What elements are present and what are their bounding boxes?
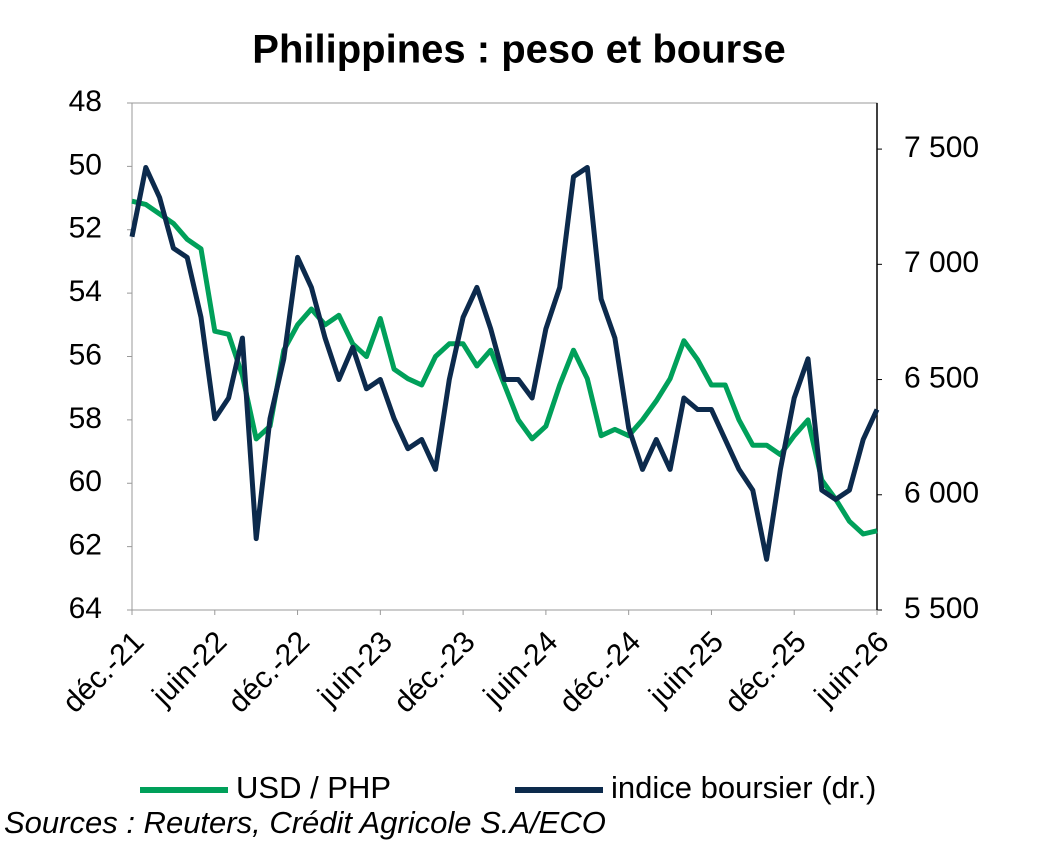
y-tick-label: 54 xyxy=(69,275,102,308)
x-tick-label: déc.-22 xyxy=(222,625,316,719)
x-tick-label: déc.-21 xyxy=(56,625,150,719)
y-tick-label: 60 xyxy=(69,465,102,498)
source: Sources : Reuters, Crédit Agricole S.A/E… xyxy=(4,805,606,840)
y-tick-label: 48 xyxy=(69,85,102,118)
y2-tick-label: 7 000 xyxy=(904,246,979,279)
x-tick-label: déc.-25 xyxy=(719,625,813,719)
y2-tick-label: 6 000 xyxy=(904,477,979,510)
x-tick-label: déc.-24 xyxy=(553,625,647,719)
y-tick-label: 52 xyxy=(69,212,102,245)
y2-tick-label: 5 500 xyxy=(904,592,979,625)
x-tick-label: juin-25 xyxy=(642,625,730,713)
y2-tick-label: 6 500 xyxy=(904,361,979,394)
legend-label: USD / PHP xyxy=(236,770,391,805)
y-tick-label: 58 xyxy=(69,402,102,435)
y2-tick-label: 7 500 xyxy=(904,131,979,164)
x-tick-label: juin-24 xyxy=(477,625,565,713)
x-tick-label: juin-23 xyxy=(311,625,399,713)
chart-title: Philippines : peso et bourse xyxy=(252,28,785,72)
y-tick-label: 50 xyxy=(69,148,102,181)
y-tick-label: 56 xyxy=(69,338,102,371)
series-line xyxy=(129,165,880,562)
series-line xyxy=(131,198,878,537)
y-tick-label: 64 xyxy=(69,592,102,625)
legend-label: indice boursier (dr.) xyxy=(611,770,876,805)
x-tick-label: juin-22 xyxy=(146,625,234,713)
x-tick-label: juin-26 xyxy=(808,625,896,713)
x-tick-label: déc.-23 xyxy=(388,625,482,719)
y-tick-label: 62 xyxy=(69,529,102,562)
